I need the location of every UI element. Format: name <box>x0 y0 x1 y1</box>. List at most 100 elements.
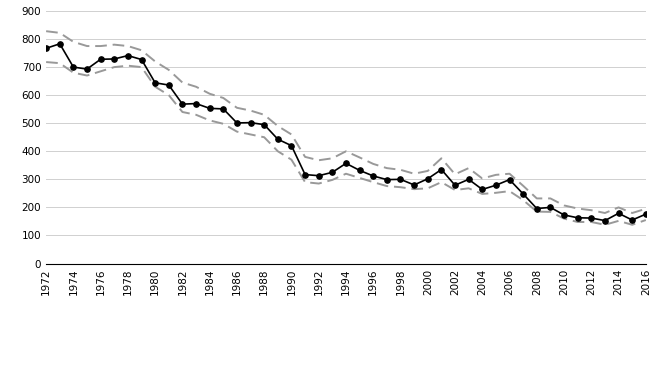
Upper <box>56 31 64 35</box>
Fatal accidents <box>179 102 186 107</box>
Fatal accidents <box>424 176 432 181</box>
Upper <box>42 29 50 33</box>
Fatal accidents <box>383 178 391 182</box>
Upper <box>478 176 486 181</box>
Upper <box>438 156 445 160</box>
Upper <box>546 196 554 201</box>
Upper <box>260 113 268 117</box>
Fatal accidents <box>560 213 568 217</box>
Fatal accidents <box>356 168 364 172</box>
Upper <box>574 206 582 211</box>
Upper <box>560 203 568 208</box>
Fatal accidents <box>451 183 459 187</box>
Fatal accidents <box>410 183 418 187</box>
Fatal accidents <box>465 177 473 182</box>
Upper <box>451 172 459 176</box>
Lower <box>42 60 50 64</box>
Lower <box>328 178 336 182</box>
Upper <box>465 166 473 170</box>
Lower <box>533 209 541 214</box>
Fatal accidents <box>83 67 91 71</box>
Lower <box>301 180 309 184</box>
Upper <box>192 85 200 89</box>
Lower <box>574 220 582 224</box>
Lower <box>83 73 91 78</box>
Fatal accidents <box>615 211 623 216</box>
Fatal accidents <box>587 216 595 220</box>
Fatal accidents <box>274 137 282 141</box>
Fatal accidents <box>301 172 309 177</box>
Lower <box>69 71 77 75</box>
Upper <box>179 81 186 85</box>
Upper <box>410 172 418 176</box>
Fatal accidents <box>69 65 77 69</box>
Fatal accidents <box>246 120 254 125</box>
Upper <box>138 48 146 52</box>
Lower <box>438 180 445 184</box>
Lower <box>356 176 364 180</box>
Fatal accidents <box>642 212 650 216</box>
Upper <box>83 44 91 48</box>
Fatal accidents <box>601 219 609 223</box>
Lower <box>560 216 568 221</box>
Lower <box>601 223 609 227</box>
Lower <box>342 172 350 176</box>
Lower <box>179 110 186 114</box>
Lower <box>315 182 323 186</box>
Lower <box>246 132 254 137</box>
Upper <box>383 166 391 170</box>
Lower <box>233 130 241 134</box>
Upper <box>274 124 282 128</box>
Upper <box>165 68 173 72</box>
Lower <box>260 135 268 139</box>
Upper <box>615 205 623 210</box>
Lower <box>138 65 146 69</box>
Fatal accidents <box>260 122 268 127</box>
Upper <box>69 40 77 44</box>
Upper <box>628 211 636 215</box>
Lower <box>97 69 105 74</box>
Fatal accidents <box>478 187 486 192</box>
Fatal accidents <box>492 183 500 187</box>
Upper <box>219 96 227 100</box>
Lower <box>287 157 295 162</box>
Line: Lower: Lower <box>46 62 646 225</box>
Upper <box>601 211 609 215</box>
Upper <box>301 155 309 159</box>
Fatal accidents <box>56 42 64 46</box>
Fatal accidents <box>505 178 513 182</box>
Upper <box>356 155 364 160</box>
Upper <box>110 42 118 47</box>
Upper <box>342 149 350 153</box>
Lower <box>110 65 118 69</box>
Upper <box>97 44 105 48</box>
Upper <box>587 208 595 212</box>
Fatal accidents <box>151 81 159 85</box>
Fatal accidents <box>328 170 336 175</box>
Fatal accidents <box>219 107 227 111</box>
Lower <box>397 185 405 189</box>
Lower <box>546 210 554 214</box>
Upper <box>151 59 159 64</box>
Fatal accidents <box>628 218 636 222</box>
Lower <box>274 149 282 153</box>
Lower <box>219 122 227 126</box>
Lower <box>192 113 200 117</box>
Fatal accidents <box>342 161 350 165</box>
Fatal accidents <box>519 192 527 196</box>
Upper <box>206 92 214 96</box>
Line: Fatal accidents: Fatal accidents <box>43 41 648 223</box>
Fatal accidents <box>546 205 554 210</box>
Lower <box>451 188 459 192</box>
Lower <box>642 218 650 222</box>
Lower <box>615 219 623 223</box>
Upper <box>397 168 405 172</box>
Fatal accidents <box>110 57 118 61</box>
Lower <box>56 61 64 66</box>
Fatal accidents <box>165 83 173 87</box>
Lower <box>628 223 636 227</box>
Lower <box>424 186 432 191</box>
Upper <box>124 44 132 48</box>
Fatal accidents <box>192 101 200 106</box>
Upper <box>519 184 527 188</box>
